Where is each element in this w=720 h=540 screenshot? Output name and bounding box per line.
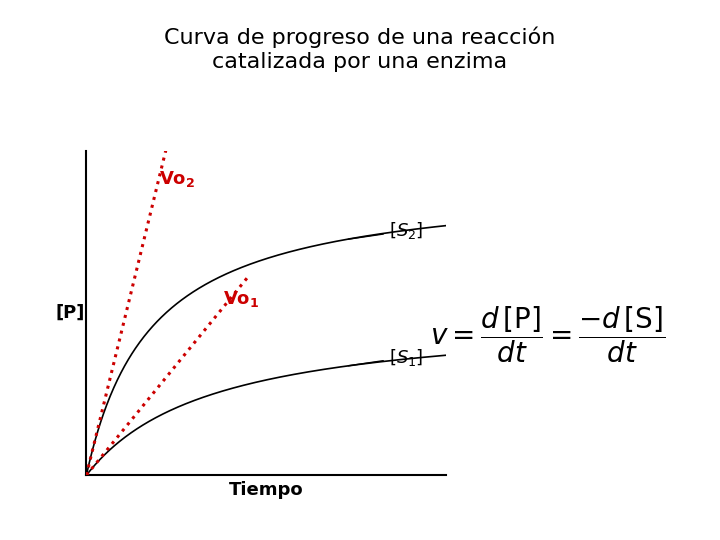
Text: $[S_2]$: $[S_2]$	[348, 220, 423, 241]
Text: $[S_1]$: $[S_1]$	[348, 347, 423, 368]
X-axis label: Tiempo: Tiempo	[229, 481, 304, 499]
Text: $\mathbf{Vo_2}$: $\mathbf{Vo_2}$	[159, 170, 195, 190]
Text: $\mathbf{Vo_1}$: $\mathbf{Vo_1}$	[223, 289, 259, 309]
Text: $v = \dfrac{d\,[\mathrm{P}]}{dt} = \dfrac{-d\,[\mathrm{S}]}{dt}$: $v = \dfrac{d\,[\mathrm{P}]}{dt} = \dfra…	[430, 305, 665, 365]
Y-axis label: [P]: [P]	[55, 304, 84, 322]
Text: Curva de progreso de una reacción
catalizada por una enzima: Curva de progreso de una reacción catali…	[164, 27, 556, 72]
